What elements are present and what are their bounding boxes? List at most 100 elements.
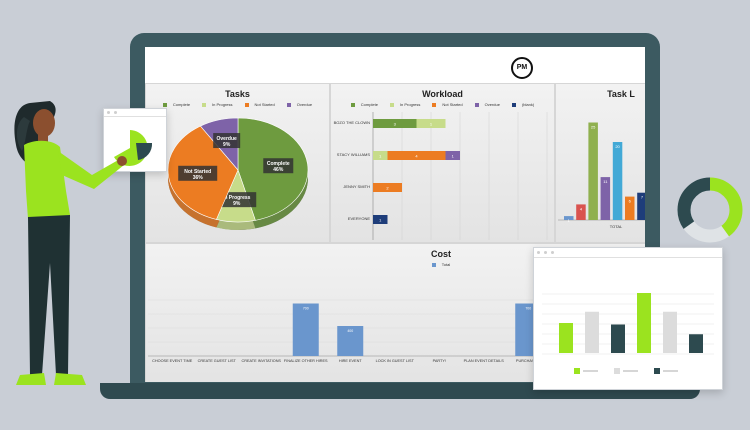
legend-swatch (474, 102, 479, 107)
cost-category-label: FINALIZE OTHER HIRES (284, 359, 328, 363)
legend-item: Not Started (242, 102, 278, 107)
pm-logo: PM (511, 57, 533, 79)
legend-label: Overdue (296, 102, 313, 107)
task-list-xlabel: TOTAL (610, 224, 623, 229)
cost-legend: Total (186, 262, 645, 267)
workload-legend: Complete In Progress Not Started Overdue (bl… (331, 102, 554, 107)
legend-label: Complete (360, 102, 378, 107)
workload-title: Workload (422, 89, 463, 99)
workload-bar-segment (387, 151, 446, 160)
legend-label: Not Started (254, 102, 275, 107)
person-hand (117, 156, 127, 166)
workload-row-label: EVERYONE (348, 216, 370, 221)
legend-label: (blank) (521, 102, 535, 107)
window-dot-icon (551, 251, 554, 254)
task-list-bar (612, 142, 623, 220)
window-dot-icon (537, 251, 540, 254)
legend-swatch (511, 102, 516, 107)
tasks-panel: Tasks Complete In Progress Not Started Over… (145, 83, 330, 243)
workload-bar-chart: BOZO THE CLOWN 3 1 STACY WILLIAMS 1 4 1 JENNY S… (334, 112, 548, 240)
workload-bar-value: 1 (379, 218, 382, 223)
legend-label: Complete (172, 102, 191, 107)
window-dot-icon (114, 111, 117, 114)
tasks-title: Tasks (225, 89, 250, 99)
popup-bar (585, 311, 599, 353)
tasks-legend: Complete In Progress Not Started Overdue (146, 102, 329, 107)
task-list-bar (600, 177, 611, 220)
popup-bar (637, 293, 651, 353)
workload-panel: Workload Complete In Progress Not Started O… (330, 83, 555, 243)
task-list-bar (637, 192, 645, 220)
legend-swatch (432, 102, 437, 107)
cost-category-label: PLAN EVENT DETAILS (464, 359, 505, 363)
task-list-bar-label: 7 (641, 195, 644, 200)
popup-bar (689, 334, 703, 353)
cost-category-label: LOCK IN GUEST LIST (376, 359, 415, 363)
pie-label-box (263, 158, 294, 174)
legend-swatch (162, 102, 167, 107)
legend-label: Overdue (484, 102, 500, 107)
workload-bar-segment (416, 119, 446, 128)
workload-bar-segment (373, 215, 388, 224)
cost-bar-label: 700 (525, 307, 531, 311)
cost-bar (292, 303, 319, 356)
task-list-bar (625, 196, 635, 220)
legend-label: In Progress (212, 102, 233, 107)
pie-slice-pct: 46% (273, 167, 284, 173)
task-list-bar-label: 11 (603, 179, 608, 184)
popup-bar-chart (542, 293, 714, 374)
donut-chart-icon (677, 177, 743, 243)
cost-category-label: PURCHASE E (516, 359, 541, 363)
person-right-shoe (54, 373, 86, 385)
popup-titlebar (534, 248, 722, 258)
cost-legend-label: Total (441, 262, 451, 267)
pie-label-box (213, 133, 241, 149)
legend-swatch (350, 102, 355, 107)
pie-slice-label: Not Started (184, 169, 211, 175)
workload-bar-segment (373, 183, 402, 192)
person-left-shoe (16, 373, 46, 385)
dashboard-screen: PM Tasks Complete In Progress Not Started O… (145, 47, 645, 382)
task-list-title: Task L (607, 89, 635, 99)
cost-bar (337, 326, 364, 356)
person-shirt (24, 140, 70, 219)
legend-item: (blank) (509, 102, 537, 107)
popup-legend-swatch (654, 368, 660, 374)
pie-slice-pct: 36% (193, 175, 204, 181)
legend-label: In Progress (399, 102, 421, 107)
workload-bar-value: 2 (386, 186, 389, 191)
workload-bar-segment (373, 119, 417, 128)
window-dot-icon (544, 251, 547, 254)
task-list-bar-label: 1 (568, 218, 571, 223)
cost-category-label: CREATE GUEST LIST (198, 359, 237, 363)
legend-item: Overdue (472, 102, 503, 107)
cost-title: Cost (431, 249, 451, 259)
legend-swatch (244, 102, 249, 107)
person-face (33, 109, 55, 137)
workload-bar-value: 4 (415, 154, 418, 159)
workload-bar-value: 1 (430, 122, 433, 127)
person-pants (28, 215, 70, 375)
workload-row-label: STACY WILLIAMS (337, 152, 371, 157)
legend-item: Overdue (284, 102, 315, 107)
cost-category-label: PARTY! (433, 359, 446, 363)
workload-bar-segment (373, 151, 388, 160)
popup-legend-swatch (614, 368, 620, 374)
donut-segment (677, 177, 743, 243)
legend-swatch (389, 102, 394, 107)
legend-item: Complete (160, 102, 193, 107)
legend-swatch (286, 102, 291, 107)
task-list-bar (588, 122, 598, 220)
person-arm (58, 151, 124, 189)
legend-item: Not Started (429, 102, 465, 107)
popup-bar (663, 311, 677, 353)
pie-slice-pct: 9% (223, 142, 231, 148)
workload-bar-segment (445, 151, 460, 160)
task-list-bar-label: 6 (629, 199, 632, 204)
legend-swatch (202, 102, 207, 107)
cost-legend-swatch (431, 262, 436, 267)
donut-segment (677, 177, 743, 243)
task-list-bar-label: 25 (591, 125, 596, 130)
workload-row-label: JENNY SMITH (343, 184, 370, 189)
